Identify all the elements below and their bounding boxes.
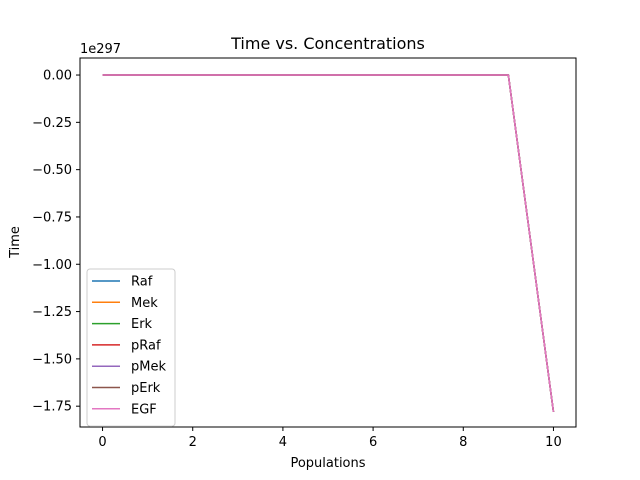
- y-tick-label: −0.25: [32, 116, 72, 131]
- y-axis-offset-text: 1e297: [80, 42, 121, 57]
- legend-label-egf: EGF: [131, 402, 157, 417]
- legend-label-mek: Mek: [131, 296, 158, 311]
- x-tick-label: 4: [279, 435, 287, 450]
- series-layer: [102, 74, 555, 412]
- x-axis: 0 2 4 6 8 10: [98, 427, 562, 450]
- y-tick-label: −1.25: [32, 305, 72, 320]
- y-tick-label: 0.00: [43, 69, 72, 84]
- legend-label-raf: Raf: [131, 275, 153, 290]
- x-tick-label: 6: [369, 435, 377, 450]
- legend: Raf Mek Erk pRaf pMek pErk EGF: [86, 268, 176, 427]
- legend-label-perk: pErk: [131, 381, 161, 396]
- x-tick-label: 8: [459, 435, 467, 450]
- plot-frame: [79, 57, 577, 428]
- legend-label-erk: Erk: [131, 317, 153, 332]
- legend-label-praf: pRaf: [131, 338, 161, 353]
- x-tick-label: 0: [98, 435, 106, 450]
- x-tick-label: 10: [545, 435, 562, 450]
- y-tick-label: −0.75: [32, 210, 72, 225]
- x-axis-label: Populations: [290, 456, 365, 471]
- y-tick-label: −1.50: [32, 352, 72, 367]
- legend-label-pmek: pMek: [131, 360, 166, 375]
- y-tick-label: −1.75: [32, 400, 72, 415]
- y-tick-label: −1.00: [32, 258, 72, 273]
- series-line-egf: [102, 74, 555, 412]
- x-tick-label: 2: [189, 435, 197, 450]
- y-axis: 0.00 −0.25 −0.50 −0.75 −1.00 −1.25 −1.50 −1.75: [32, 69, 80, 415]
- chart-title: Time vs. Concentrations: [230, 34, 425, 53]
- y-tick-label: −0.50: [32, 163, 72, 178]
- y-axis-label: Time: [8, 226, 23, 259]
